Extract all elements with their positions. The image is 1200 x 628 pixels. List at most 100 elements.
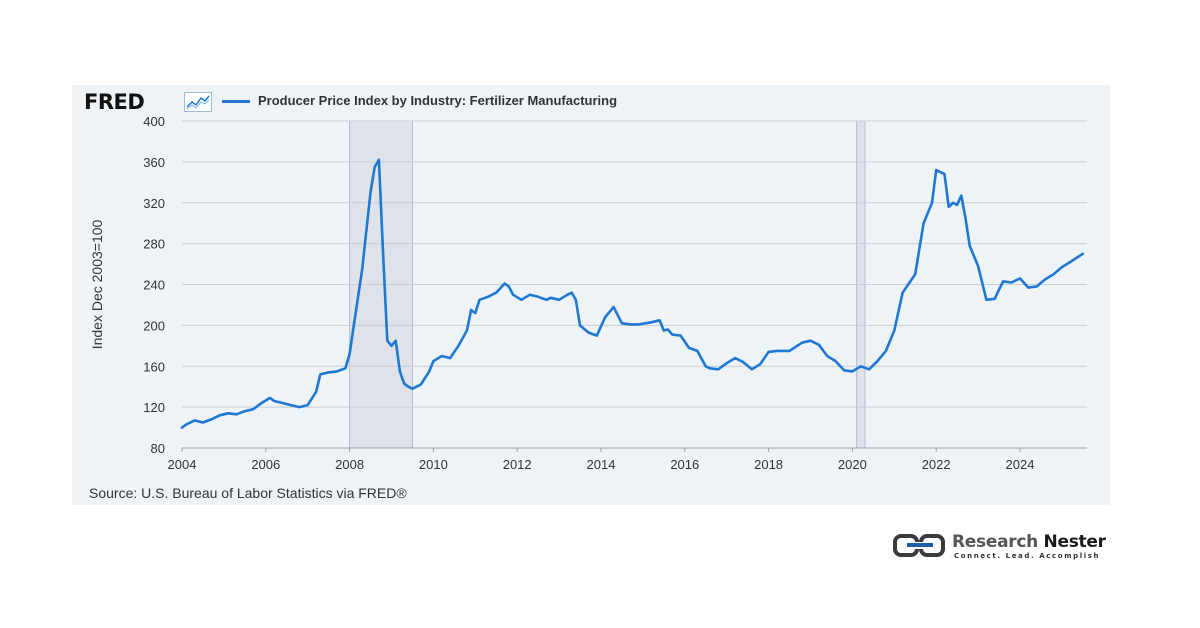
data-point bbox=[734, 357, 736, 359]
data-point bbox=[428, 370, 430, 373]
x-tick-label: 2004 bbox=[168, 457, 197, 472]
data-point bbox=[998, 288, 1000, 291]
data-point bbox=[868, 368, 870, 371]
data-point bbox=[671, 333, 674, 336]
data-point bbox=[566, 293, 569, 296]
data-point bbox=[952, 201, 954, 204]
y-tick-label: 320 bbox=[143, 196, 165, 211]
data-point bbox=[595, 334, 598, 337]
data-point bbox=[512, 293, 514, 296]
data-point bbox=[1044, 278, 1046, 281]
data-point bbox=[876, 360, 879, 362]
data-point bbox=[558, 299, 560, 301]
data-point bbox=[281, 402, 284, 404]
data-point bbox=[487, 295, 489, 298]
data-point bbox=[528, 293, 531, 296]
data-point bbox=[709, 367, 711, 370]
data-point bbox=[809, 339, 812, 342]
data-point bbox=[394, 339, 397, 342]
data-point bbox=[767, 351, 770, 353]
y-tick-label: 80 bbox=[151, 441, 165, 456]
data-point bbox=[193, 419, 196, 422]
data-point bbox=[893, 329, 896, 332]
x-tick-label: 2006 bbox=[251, 457, 280, 472]
data-point bbox=[411, 387, 414, 390]
gridlines bbox=[182, 120, 1087, 449]
data-point bbox=[759, 363, 761, 366]
data-point bbox=[508, 285, 510, 288]
data-point bbox=[843, 369, 845, 372]
data-point bbox=[801, 341, 803, 344]
y-tick-label: 360 bbox=[143, 155, 165, 170]
y-axis-ticks: 80 120 160 200 240 280 320 360 400 bbox=[143, 114, 165, 456]
data-point bbox=[466, 329, 468, 332]
data-point bbox=[612, 306, 615, 308]
data-point bbox=[1019, 277, 1021, 280]
data-point bbox=[269, 397, 271, 399]
x-tick-label: 2016 bbox=[670, 457, 699, 472]
data-point bbox=[185, 423, 187, 426]
data-point bbox=[315, 390, 317, 393]
x-tick-label: 2010 bbox=[419, 457, 448, 472]
y-tick-label: 240 bbox=[143, 278, 165, 293]
x-tick-label: 2012 bbox=[503, 457, 532, 472]
data-point bbox=[474, 312, 477, 314]
data-point bbox=[449, 357, 451, 359]
data-point bbox=[503, 282, 506, 285]
data-point bbox=[244, 410, 246, 413]
series-line-0 bbox=[180, 158, 1085, 429]
data-point bbox=[549, 296, 552, 299]
data-point bbox=[826, 355, 829, 357]
y-tick-label: 160 bbox=[143, 359, 165, 374]
data-point bbox=[751, 368, 753, 371]
data-point bbox=[520, 299, 523, 301]
data-point bbox=[386, 339, 389, 342]
data-point bbox=[202, 421, 204, 424]
data-point bbox=[575, 299, 577, 301]
data-point bbox=[1035, 285, 1038, 288]
x-tick-label: 2014 bbox=[587, 457, 616, 472]
data-point bbox=[235, 413, 238, 416]
data-point bbox=[407, 385, 410, 388]
data-point bbox=[1002, 280, 1005, 283]
data-point bbox=[399, 370, 401, 373]
fred-logo: FRED bbox=[84, 90, 145, 114]
data-point bbox=[968, 244, 971, 247]
data-point bbox=[298, 406, 301, 408]
data-point bbox=[470, 309, 472, 311]
source-note: Source: U.S. Bureau of Labor Statistics … bbox=[89, 485, 407, 501]
data-point bbox=[901, 291, 904, 294]
data-point bbox=[545, 299, 548, 301]
data-point bbox=[273, 400, 275, 402]
chart-panel bbox=[72, 85, 1110, 505]
data-point bbox=[960, 194, 963, 197]
data-point bbox=[964, 217, 967, 219]
data-point bbox=[327, 371, 330, 374]
data-point bbox=[943, 173, 946, 175]
series-layer bbox=[180, 158, 1085, 429]
brand-name-part2: Nester bbox=[1043, 532, 1106, 552]
data-point bbox=[935, 169, 937, 171]
data-point bbox=[776, 350, 778, 352]
data-point bbox=[403, 382, 405, 385]
data-point bbox=[914, 273, 917, 276]
data-point bbox=[319, 373, 322, 376]
data-point bbox=[637, 323, 640, 326]
data-point bbox=[181, 426, 183, 429]
data-point bbox=[1010, 281, 1013, 284]
data-point bbox=[457, 345, 460, 347]
data-point bbox=[947, 206, 950, 208]
data-point bbox=[390, 345, 393, 347]
data-point bbox=[922, 222, 925, 224]
data-point bbox=[432, 360, 435, 362]
x-tick-label: 2022 bbox=[922, 457, 951, 472]
data-point bbox=[478, 299, 481, 301]
y-tick-label: 120 bbox=[143, 400, 165, 415]
research-nester-logo-icon bbox=[893, 534, 945, 557]
data-point bbox=[994, 298, 996, 300]
data-point bbox=[306, 404, 309, 406]
data-point bbox=[650, 321, 653, 324]
x-tick-label: 2018 bbox=[754, 457, 783, 472]
data-point bbox=[227, 412, 229, 415]
data-point bbox=[210, 418, 213, 421]
